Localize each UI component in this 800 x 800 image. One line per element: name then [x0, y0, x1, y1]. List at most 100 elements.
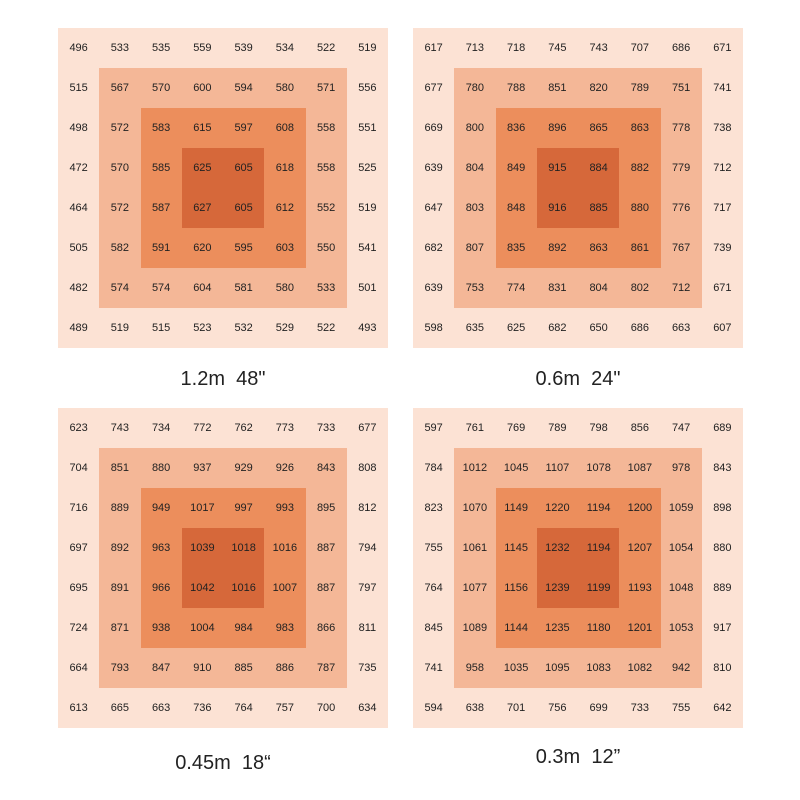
ppfd-cell: 597 — [413, 408, 455, 448]
ppfd-cell: 712 — [701, 148, 743, 188]
ppfd-cell: 747 — [660, 408, 702, 448]
ppfd-cell: 717 — [701, 188, 743, 228]
ppfd-cell: 794 — [346, 528, 388, 568]
ppfd-cell: 755 — [413, 528, 455, 568]
ppfd-cell: 866 — [305, 608, 347, 648]
ppfd-cell: 665 — [99, 688, 141, 728]
ppfd-cell: 583 — [140, 108, 182, 148]
ppfd-cell: 983 — [264, 608, 306, 648]
ppfd-cell: 707 — [619, 28, 661, 68]
ppfd-cell: 1193 — [619, 568, 661, 608]
ppfd-cell: 1054 — [660, 528, 702, 568]
ppfd-grid: 623 743 734 772 762 773 733 677 704 851 880 937 929 9… — [58, 408, 388, 728]
ppfd-cell: 669 — [413, 108, 455, 148]
ppfd-cell: 797 — [346, 568, 388, 608]
ppfd-cell: 984 — [223, 608, 265, 648]
ppfd-cell: 580 — [264, 68, 306, 108]
ppfd-cell: 916 — [536, 188, 578, 228]
ppfd-cell: 522 — [305, 308, 347, 348]
ppfd-grid: 597 761 769 789 798 856 747 689 784 1012 1045 1107 1… — [413, 408, 743, 728]
ppfd-cell: 1059 — [660, 488, 702, 528]
ppfd-cell: 861 — [619, 228, 661, 268]
ppfd-cell: 603 — [264, 228, 306, 268]
ppfd-cell: 1039 — [181, 528, 223, 568]
ppfd-cell: 849 — [495, 148, 537, 188]
ppfd-cell: 1004 — [181, 608, 223, 648]
ppfd-cell: 843 — [701, 448, 743, 488]
ppfd-cell: 978 — [660, 448, 702, 488]
ppfd-cell: 556 — [346, 68, 388, 108]
ppfd-cell: 552 — [305, 188, 347, 228]
ppfd-cell: 1070 — [454, 488, 496, 528]
ppfd-cell: 634 — [346, 688, 388, 728]
ppfd-cell: 582 — [99, 228, 141, 268]
ppfd-cell: 1194 — [578, 488, 620, 528]
ppfd-cell: 745 — [536, 28, 578, 68]
ppfd-cell: 505 — [58, 228, 100, 268]
ppfd-cell: 605 — [223, 188, 265, 228]
ppfd-cell: 889 — [701, 568, 743, 608]
ppfd-cell: 784 — [413, 448, 455, 488]
ppfd-cell: 929 — [223, 448, 265, 488]
ppfd-cell: 587 — [140, 188, 182, 228]
ppfd-cell: 1053 — [660, 608, 702, 648]
ppfd-cell: 1207 — [619, 528, 661, 568]
ppfd-cell: 804 — [578, 268, 620, 308]
ppfd-cell: 627 — [181, 188, 223, 228]
ppfd-cell: 807 — [454, 228, 496, 268]
ppfd-cell: 482 — [58, 268, 100, 308]
grid-label: 0.3m 12” — [535, 746, 621, 768]
ppfd-cell: 535 — [140, 28, 182, 68]
ppfd-cell: 823 — [413, 488, 455, 528]
ppfd-cell: 1083 — [578, 648, 620, 688]
ppfd-cell: 682 — [413, 228, 455, 268]
ppfd-cell: 625 — [181, 148, 223, 188]
ppfd-cell: 843 — [305, 448, 347, 488]
ppfd-cell: 529 — [264, 308, 306, 348]
ppfd-cell: 663 — [660, 308, 702, 348]
ppfd-cell: 1089 — [454, 608, 496, 648]
ppfd-cell: 997 — [223, 488, 265, 528]
ppfd-cell: 773 — [264, 408, 306, 448]
ppfd-cell: 1194 — [578, 528, 620, 568]
ppfd-cell: 851 — [536, 68, 578, 108]
ppfd-cell: 635 — [454, 308, 496, 348]
ppfd-cell: 498 — [58, 108, 100, 148]
ppfd-cell: 558 — [305, 108, 347, 148]
ppfd-cell: 810 — [701, 648, 743, 688]
ppfd-cell: 739 — [701, 228, 743, 268]
ppfd-cell: 550 — [305, 228, 347, 268]
ppfd-cell: 1232 — [536, 528, 578, 568]
ppfd-cell: 880 — [140, 448, 182, 488]
ppfd-cell: 639 — [413, 268, 455, 308]
ppfd-cell: 1095 — [536, 648, 578, 688]
ppfd-cell: 963 — [140, 528, 182, 568]
ppfd-cell: 572 — [99, 108, 141, 148]
ppfd-cell: 772 — [181, 408, 223, 448]
ppfd-cell: 663 — [140, 688, 182, 728]
ppfd-cell: 896 — [536, 108, 578, 148]
ppfd-cell: 677 — [346, 408, 388, 448]
ppfd-cell: 880 — [701, 528, 743, 568]
ppfd-cell: 847 — [140, 648, 182, 688]
ppfd-cell: 1239 — [536, 568, 578, 608]
ppfd-cell: 1017 — [181, 488, 223, 528]
ppfd-cell: 733 — [619, 688, 661, 728]
ppfd-cell: 519 — [99, 308, 141, 348]
ppfd-cell: 1144 — [495, 608, 537, 648]
ppfd-cell: 755 — [660, 688, 702, 728]
ppfd-cell: 793 — [99, 648, 141, 688]
ppfd-cell: 1045 — [495, 448, 537, 488]
ppfd-cell: 751 — [660, 68, 702, 108]
ppfd-cell: 533 — [305, 268, 347, 308]
ppfd-cell: 623 — [58, 408, 100, 448]
ppfd-cell: 697 — [58, 528, 100, 568]
ppfd-cell: 1180 — [578, 608, 620, 648]
ppfd-cell: 736 — [181, 688, 223, 728]
ppfd-cell: 699 — [578, 688, 620, 728]
ppfd-cell: 559 — [181, 28, 223, 68]
ppfd-cell: 811 — [346, 608, 388, 648]
ppfd-cell: 1201 — [619, 608, 661, 648]
ppfd-cell: 993 — [264, 488, 306, 528]
ppfd-cell: 966 — [140, 568, 182, 608]
